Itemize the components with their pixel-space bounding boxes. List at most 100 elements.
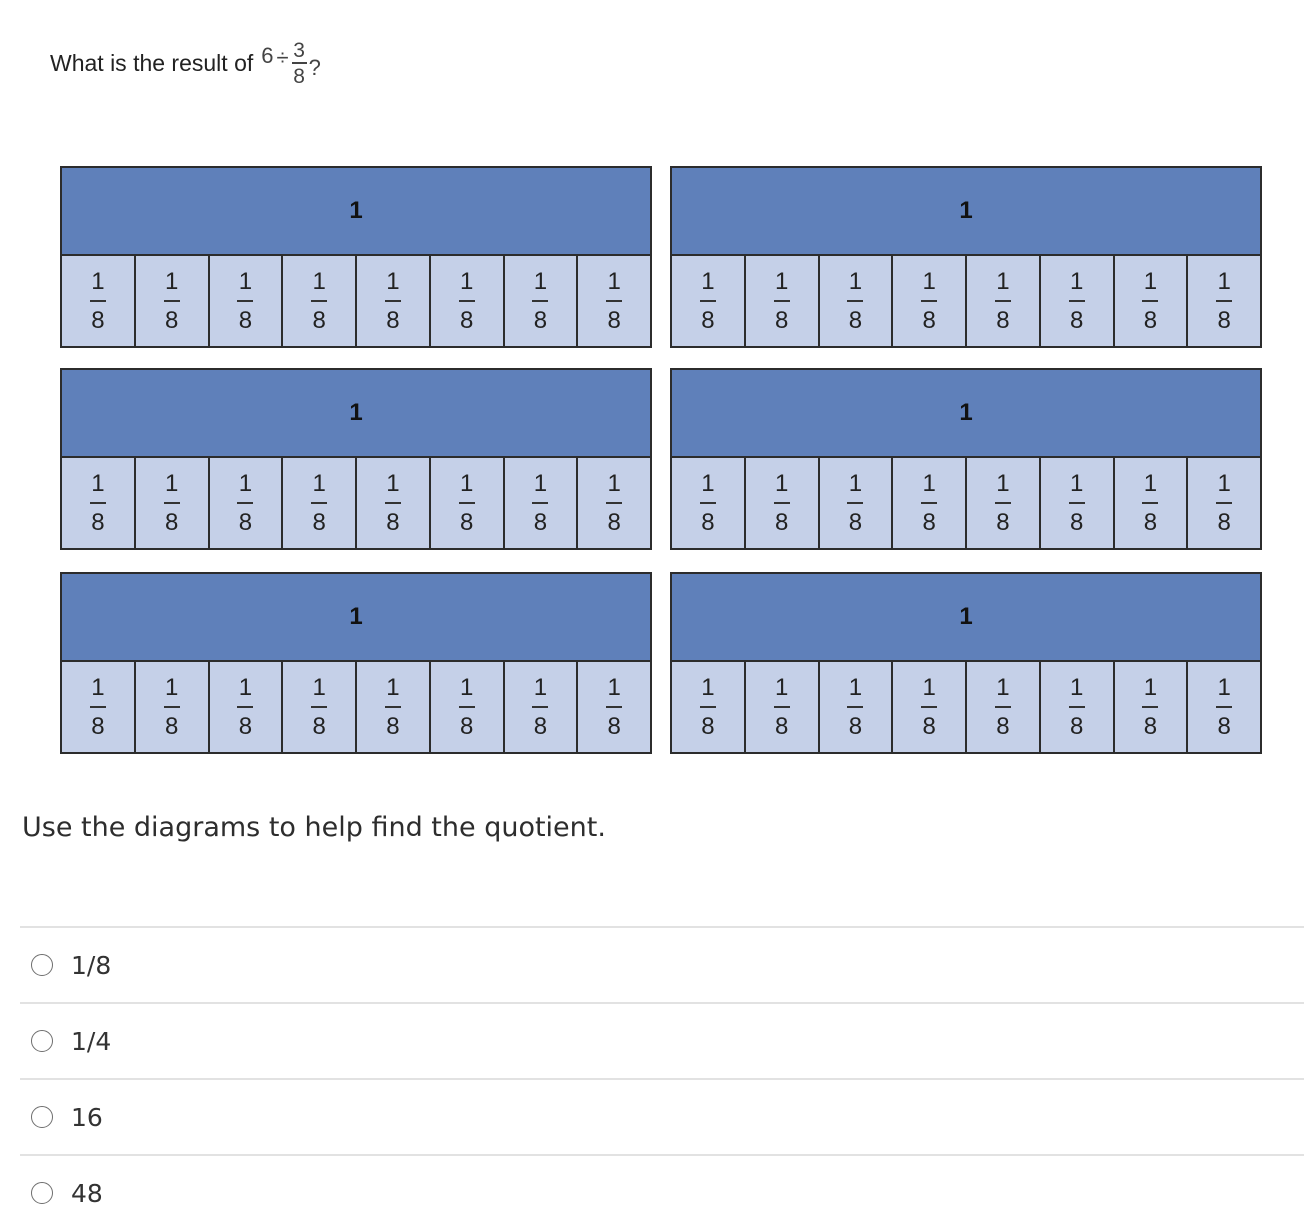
eighth-denominator: 8 bbox=[701, 306, 715, 334]
answer-choice-label[interactable]: 48 bbox=[71, 1178, 103, 1208]
answer-choices: 1/8 1/4 16 48 bbox=[20, 926, 1304, 1230]
answer-choice-label[interactable]: 1/4 bbox=[71, 1026, 112, 1056]
fraction-bar bbox=[847, 501, 864, 504]
eighth-denominator: 8 bbox=[1217, 306, 1231, 334]
eighth-denominator: 8 bbox=[774, 306, 789, 334]
eighth-numerator: 1 bbox=[922, 673, 936, 701]
fraction-bar bbox=[1068, 299, 1085, 302]
fraction-bar bbox=[994, 705, 1011, 708]
radio-button[interactable] bbox=[31, 954, 53, 976]
eighth-numerator: 1 bbox=[1143, 469, 1158, 497]
eighth-numerator: 1 bbox=[607, 469, 621, 497]
fraction-bar bbox=[699, 299, 716, 302]
fraction-bar bbox=[237, 299, 254, 302]
eighth-numerator: 1 bbox=[1069, 469, 1084, 497]
eighth-denominator: 8 bbox=[996, 306, 1010, 334]
fraction-bar bbox=[237, 705, 254, 708]
answer-choice-label[interactable]: 16 bbox=[71, 1102, 103, 1132]
answer-choice[interactable]: 1/4 bbox=[20, 1002, 1304, 1078]
eighth-denominator: 8 bbox=[91, 712, 105, 740]
eighth-numerator: 1 bbox=[238, 469, 253, 497]
eighth-numerator: 1 bbox=[386, 469, 400, 497]
eighth-denominator: 8 bbox=[922, 306, 936, 334]
eighth-numerator: 1 bbox=[774, 673, 789, 701]
fraction-bar bbox=[773, 299, 790, 302]
answer-choice-label[interactable]: 1/8 bbox=[71, 950, 112, 980]
answer-choice[interactable]: 48 bbox=[20, 1154, 1304, 1230]
division-operator: ÷ bbox=[276, 45, 289, 71]
fraction-bar bbox=[1142, 501, 1159, 504]
eighth-denominator: 8 bbox=[1143, 508, 1158, 536]
eighth-denominator: 8 bbox=[459, 508, 474, 536]
eighth-denominator: 8 bbox=[164, 306, 179, 334]
radio-button[interactable] bbox=[31, 1106, 53, 1128]
radio-button[interactable] bbox=[31, 1030, 53, 1052]
radio-button[interactable] bbox=[31, 1182, 53, 1204]
eighth-denominator: 8 bbox=[1143, 306, 1158, 334]
fraction-bar bbox=[606, 705, 623, 708]
eighth-denominator: 8 bbox=[238, 306, 253, 334]
whole-label: 1 bbox=[60, 166, 652, 256]
question-text: What is the result of 6 ÷ 3 8 ? bbox=[50, 40, 321, 87]
eighth-denominator: 8 bbox=[238, 712, 253, 740]
eighth-denominator: 8 bbox=[1217, 508, 1231, 536]
eighth-numerator: 1 bbox=[238, 673, 253, 701]
fraction-bar bbox=[458, 705, 475, 708]
fraction-bar bbox=[89, 705, 106, 708]
eighth-denominator: 8 bbox=[701, 712, 715, 740]
eighth-numerator: 1 bbox=[701, 469, 715, 497]
eighth-denominator: 8 bbox=[1069, 712, 1084, 740]
whole-label: 1 bbox=[60, 572, 652, 662]
fraction-bar bbox=[89, 299, 106, 302]
answer-choice[interactable]: 1/8 bbox=[20, 926, 1304, 1002]
fraction-bar bbox=[163, 705, 180, 708]
eighth-numerator: 1 bbox=[386, 673, 400, 701]
fraction-bar bbox=[921, 299, 938, 302]
eighth-numerator: 1 bbox=[312, 267, 326, 295]
eighth-denominator: 8 bbox=[312, 712, 326, 740]
fraction-bar bbox=[237, 501, 254, 504]
eighth-numerator: 1 bbox=[164, 267, 179, 295]
fraction-bar bbox=[606, 501, 623, 504]
eighth-numerator: 1 bbox=[1143, 673, 1158, 701]
eighth-denominator: 8 bbox=[996, 712, 1010, 740]
eighth-numerator: 1 bbox=[1143, 267, 1158, 295]
eighth-denominator: 8 bbox=[386, 508, 400, 536]
eighth-numerator: 1 bbox=[774, 267, 789, 295]
divisor-numerator: 3 bbox=[293, 39, 305, 62]
eighth-denominator: 8 bbox=[459, 306, 474, 334]
eighth-numerator: 1 bbox=[533, 673, 548, 701]
eighth-denominator: 8 bbox=[922, 712, 936, 740]
fraction-bar bbox=[699, 501, 716, 504]
eighth-denominator: 8 bbox=[91, 508, 105, 536]
eighth-denominator: 8 bbox=[848, 306, 863, 334]
fraction-bar bbox=[532, 501, 549, 504]
answer-choice[interactable]: 16 bbox=[20, 1078, 1304, 1154]
